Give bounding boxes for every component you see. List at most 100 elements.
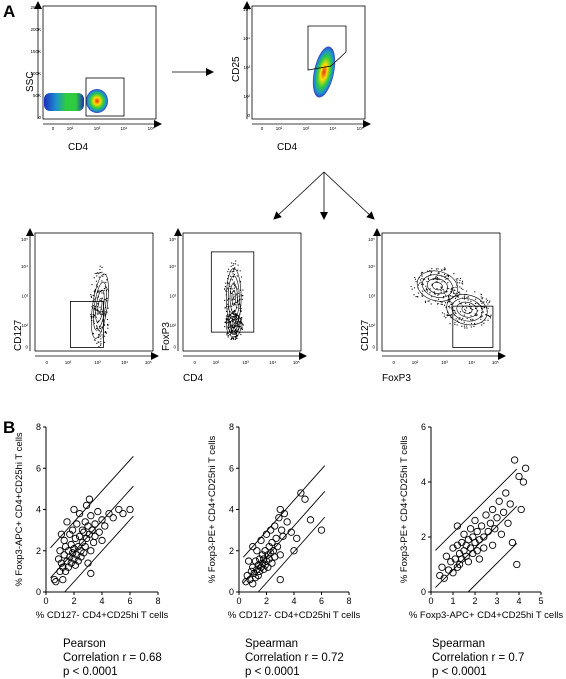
event-dot <box>242 323 244 325</box>
event-dot <box>232 276 235 278</box>
data-point <box>493 514 501 522</box>
event-dot <box>466 297 468 299</box>
y-tick-label: 8 <box>36 422 41 432</box>
event-dot <box>95 327 98 330</box>
y-axis-label: % Foxp3-PE+ CD4+CD25hi T cells <box>207 436 218 584</box>
data-point <box>449 569 457 577</box>
event-dot <box>428 300 430 302</box>
event-dot <box>456 324 458 326</box>
event-dot <box>236 337 238 339</box>
x-tick-label: 10⁴ <box>468 360 475 365</box>
event-dot <box>447 299 449 301</box>
event-dot <box>487 319 489 321</box>
event-dot <box>93 315 96 317</box>
data-point <box>254 571 262 580</box>
data-point <box>101 522 109 530</box>
event-dot <box>480 318 482 320</box>
y-tick-labels: 0 50K 100K 150K 200K 250K <box>30 5 41 120</box>
event-dot <box>224 288 226 290</box>
event-dot <box>474 298 477 300</box>
data-point <box>484 527 492 536</box>
stats-p-value: p < 0.0001 <box>432 666 487 678</box>
event-dot <box>107 323 109 325</box>
data-point <box>249 580 257 588</box>
event-dot <box>96 313 98 315</box>
stats-correlation: Correlation r = 0.7 <box>432 652 525 664</box>
event-dot <box>422 290 424 292</box>
event-dot <box>225 290 227 292</box>
event-dot <box>435 276 437 278</box>
event-dot <box>443 313 445 315</box>
event-dot <box>233 269 235 271</box>
data-point <box>486 519 495 527</box>
gate-cd4 <box>85 77 125 117</box>
data-point <box>279 532 287 540</box>
event-dot <box>410 285 412 288</box>
event-dot <box>233 285 236 287</box>
x-axis-label: FoxP3 <box>382 373 411 384</box>
data-point <box>275 514 283 522</box>
plot-frame <box>381 232 501 352</box>
x-tick-label: 6 <box>319 596 324 606</box>
stats-block-1: Pearson Correlation r = 0.68 p < 0.0001 <box>63 637 162 679</box>
data-point <box>277 526 286 534</box>
y-tick-label: 200K <box>30 27 41 32</box>
event-dot <box>241 328 244 331</box>
event-dot <box>437 272 439 274</box>
density-population-cd25 <box>312 46 336 98</box>
y-tick-label: 0 <box>173 344 176 349</box>
data-point <box>255 567 264 576</box>
event-dot <box>447 275 449 277</box>
flow-plot-bottom-2: 0 10² 10³ 10⁴ 10⁵ 0 10² 10³ 10⁴ 10⁵ CD4 FoxP3 <box>161 228 307 384</box>
event-dot <box>241 298 243 300</box>
event-dot <box>233 324 235 326</box>
x-tick-label: 3 <box>494 596 499 606</box>
event-dot <box>438 298 440 300</box>
event-dot <box>484 306 486 308</box>
event-dot <box>239 320 241 323</box>
x-tick-label: 10⁵ <box>148 126 155 131</box>
event-dot <box>107 327 109 329</box>
event-dot <box>459 317 461 319</box>
event-dot <box>94 272 96 275</box>
event-dot <box>226 315 228 317</box>
data-point <box>488 505 497 514</box>
event-dot <box>233 263 235 265</box>
scatter-chart-2: 0 2 4 6 8 0 2 4 6 8 % CD127- CD4+CD25hi T cells % F… <box>207 422 360 621</box>
event-dot <box>92 294 94 296</box>
stats-correlation: Correlation r = 0.72 <box>245 652 344 664</box>
event-dot <box>430 273 432 275</box>
event-dot <box>233 298 235 300</box>
contour-line <box>229 318 238 332</box>
data-point <box>440 574 448 582</box>
event-dot <box>107 288 109 290</box>
event-dot <box>453 287 455 289</box>
event-dot <box>240 317 242 319</box>
event-dot <box>227 271 229 273</box>
event-dot <box>230 265 232 267</box>
event-dot <box>229 310 231 313</box>
event-dot <box>468 303 471 306</box>
data-point <box>473 547 481 555</box>
event-dot <box>98 334 100 336</box>
event-dot <box>480 293 482 295</box>
event-dot <box>484 319 486 321</box>
data-point <box>276 551 284 559</box>
data-point <box>517 505 525 514</box>
flow-plot-top-right: 0 10² 10³ 10⁴ 10⁵ 0 10² 10³ 10⁴ 10⁵ CD4 … <box>231 1 371 153</box>
data-point <box>60 536 68 545</box>
data-point <box>91 520 99 528</box>
event-dot <box>459 286 461 288</box>
event-dot <box>228 298 230 300</box>
event-dot <box>105 332 108 334</box>
event-dot <box>98 310 100 312</box>
data-point <box>98 536 106 545</box>
x-tick-label: 1 <box>450 596 455 606</box>
event-dot <box>414 276 416 279</box>
y-tick-label: 0 <box>372 344 375 349</box>
event-dot <box>227 336 229 338</box>
event-dot <box>239 325 241 327</box>
data-point <box>510 456 519 464</box>
event-dot <box>445 278 447 280</box>
